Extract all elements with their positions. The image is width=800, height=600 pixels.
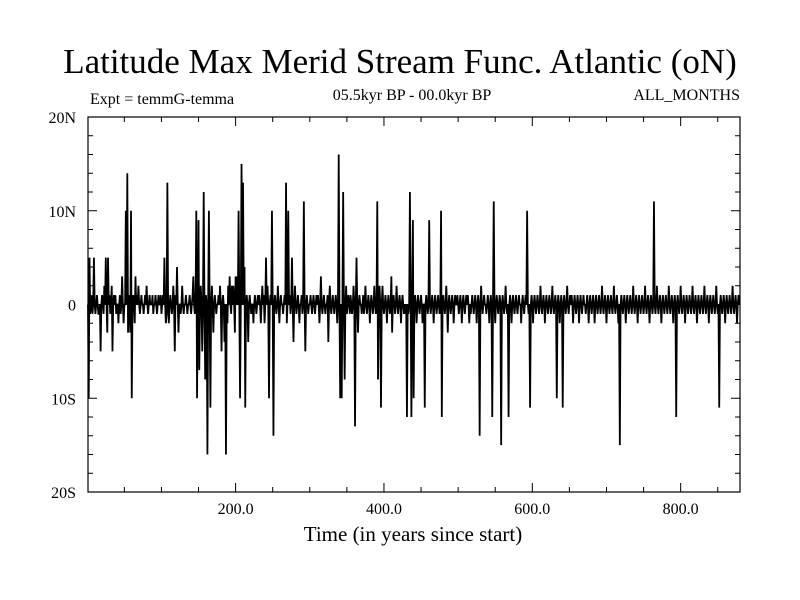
chart-title: Latitude Max Merid Stream Func. Atlantic… [63,42,737,81]
months-label: ALL_MONTHS [633,87,740,104]
series-line [87,154,741,455]
x-axis-label: Time (in years since start) [303,522,523,546]
y-tick-label: 10N [48,204,76,221]
x-tick-label: 600.0 [514,501,550,518]
axis-tick-labels: 20S 10S 0 10N 20N 200.0 400.0 600.0 800.0 [48,110,698,518]
x-tick-label: 400.0 [366,501,402,518]
y-tick-label: 10S [51,391,76,408]
y-tick-label: 0 [68,298,76,315]
plot-frame [87,116,741,493]
x-tick-label: 200.0 [218,501,254,518]
x-tick-label: 800.0 [663,501,699,518]
experiment-label: Expt = temmG-temma [90,91,235,108]
y-tick-label: 20N [48,110,76,127]
y-tick-label: 20S [51,485,76,502]
period-label: 05.5kyr BP - 00.0kyr BP [332,87,492,104]
